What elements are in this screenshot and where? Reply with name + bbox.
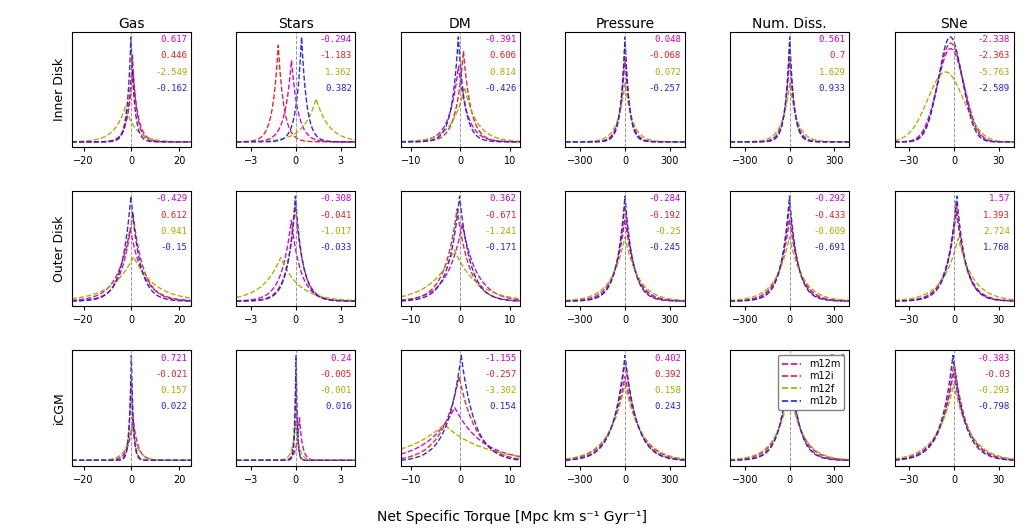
Text: -1.241: -1.241 <box>484 227 516 236</box>
Text: -0.391: -0.391 <box>484 35 516 44</box>
Text: -0.021: -0.021 <box>155 370 187 379</box>
Text: 1.57: 1.57 <box>989 195 1011 204</box>
Text: 0.158: 0.158 <box>654 386 681 395</box>
Text: 0.362: 0.362 <box>489 195 516 204</box>
Text: -0.192: -0.192 <box>649 211 681 220</box>
Text: -0.284: -0.284 <box>649 195 681 204</box>
Text: -0.294: -0.294 <box>319 35 352 44</box>
Text: 0.072: 0.072 <box>654 68 681 77</box>
Text: -1.155: -1.155 <box>484 353 516 362</box>
Text: -0.02: -0.02 <box>819 370 846 379</box>
Text: -0.426: -0.426 <box>484 84 516 93</box>
Text: 0.606: 0.606 <box>489 51 516 60</box>
Text: -0.671: -0.671 <box>484 211 516 220</box>
Text: -2.363: -2.363 <box>978 51 1011 60</box>
Text: -2.338: -2.338 <box>978 35 1011 44</box>
Y-axis label: Inner Disk: Inner Disk <box>53 58 67 121</box>
Text: -0.162: -0.162 <box>155 84 187 93</box>
Text: -1.183: -1.183 <box>319 51 352 60</box>
Text: -0.001: -0.001 <box>319 386 352 395</box>
Text: 0.402: 0.402 <box>654 353 681 362</box>
Text: 0.154: 0.154 <box>489 402 516 411</box>
Y-axis label: Outer Disk: Outer Disk <box>53 215 67 282</box>
Text: -0.308: -0.308 <box>319 195 352 204</box>
Text: -0.609: -0.609 <box>813 227 846 236</box>
Text: 0.612: 0.612 <box>161 211 187 220</box>
Text: -0.245: -0.245 <box>649 243 681 252</box>
Text: -0.257: -0.257 <box>649 84 681 93</box>
Text: -0.16: -0.16 <box>819 386 846 395</box>
Text: -0.433: -0.433 <box>813 211 846 220</box>
Title: Stars: Stars <box>278 16 313 31</box>
Title: Num. Diss.: Num. Diss. <box>753 16 827 31</box>
Title: DM: DM <box>450 16 472 31</box>
Text: 0.048: 0.048 <box>654 35 681 44</box>
Text: -2.549: -2.549 <box>155 68 187 77</box>
Text: 0.561: 0.561 <box>819 35 846 44</box>
Y-axis label: iCGM: iCGM <box>53 391 67 424</box>
Text: -0.171: -0.171 <box>484 243 516 252</box>
Text: 0.24: 0.24 <box>331 353 352 362</box>
Text: 0.814: 0.814 <box>489 68 516 77</box>
Text: 0.157: 0.157 <box>161 386 187 395</box>
Text: 0.382: 0.382 <box>325 84 352 93</box>
Text: -0.383: -0.383 <box>978 353 1011 362</box>
Text: 0.022: 0.022 <box>161 402 187 411</box>
Text: 0.721: 0.721 <box>161 353 187 362</box>
Text: -0.293: -0.293 <box>978 386 1011 395</box>
Text: 0.933: 0.933 <box>819 84 846 93</box>
Text: -0.798: -0.798 <box>978 402 1011 411</box>
Title: SNe: SNe <box>940 16 968 31</box>
Text: 0.446: 0.446 <box>161 51 187 60</box>
Text: 0.243: 0.243 <box>654 402 681 411</box>
Text: -0.041: -0.041 <box>319 211 352 220</box>
Text: 0.941: 0.941 <box>161 227 187 236</box>
Text: -0.0: -0.0 <box>824 353 846 362</box>
Text: 1.362: 1.362 <box>325 68 352 77</box>
Text: 0.7: 0.7 <box>829 51 846 60</box>
Text: 0.016: 0.016 <box>325 402 352 411</box>
Text: 0.08: 0.08 <box>824 402 846 411</box>
Text: 2.724: 2.724 <box>983 227 1011 236</box>
Text: Net Specific Torque [Mpc km s⁻¹ Gyr⁻¹]: Net Specific Torque [Mpc km s⁻¹ Gyr⁻¹] <box>377 510 647 524</box>
Text: 0.392: 0.392 <box>654 370 681 379</box>
Text: -1.017: -1.017 <box>319 227 352 236</box>
Text: 0.617: 0.617 <box>161 35 187 44</box>
Text: -0.292: -0.292 <box>813 195 846 204</box>
Title: Pressure: Pressure <box>595 16 654 31</box>
Legend: m12m, m12i, m12f, m12b: m12m, m12i, m12f, m12b <box>778 355 845 410</box>
Title: Gas: Gas <box>118 16 144 31</box>
Text: -0.15: -0.15 <box>161 243 187 252</box>
Text: 1.768: 1.768 <box>983 243 1011 252</box>
Text: -0.257: -0.257 <box>484 370 516 379</box>
Text: -2.589: -2.589 <box>978 84 1011 93</box>
Text: -5.763: -5.763 <box>978 68 1011 77</box>
Text: -0.691: -0.691 <box>813 243 846 252</box>
Text: -0.429: -0.429 <box>155 195 187 204</box>
Text: 1.393: 1.393 <box>983 211 1011 220</box>
Text: -0.25: -0.25 <box>654 227 681 236</box>
Text: -3.302: -3.302 <box>484 386 516 395</box>
Text: -0.03: -0.03 <box>983 370 1011 379</box>
Text: 1.629: 1.629 <box>819 68 846 77</box>
Text: -0.005: -0.005 <box>319 370 352 379</box>
Text: -0.068: -0.068 <box>649 51 681 60</box>
Text: -0.033: -0.033 <box>319 243 352 252</box>
